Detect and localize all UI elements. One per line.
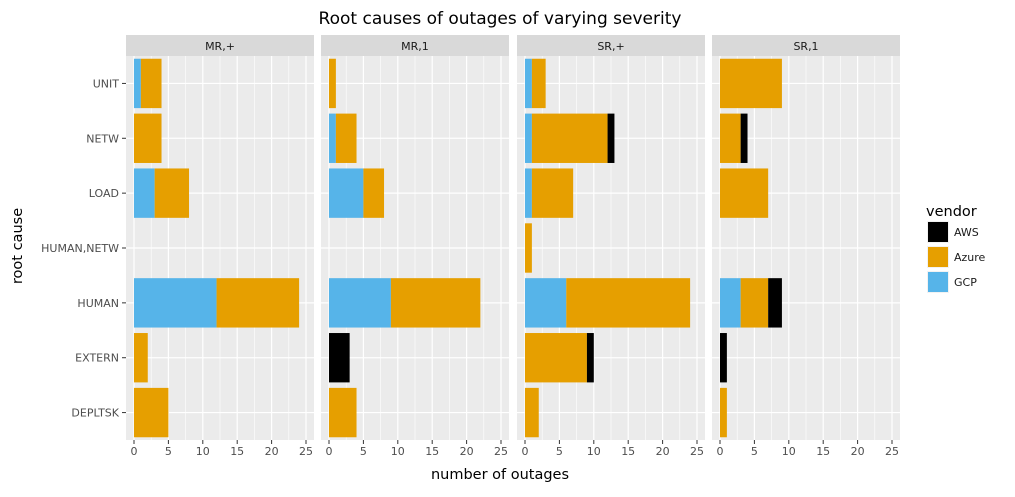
bar-sr-1-human-aws (768, 278, 782, 328)
x-tick-label: 10 (587, 445, 601, 458)
facet-panel-mr-1: MR,1 0 5 10 15 20 25 (321, 35, 509, 458)
y-tick-label-load: LOAD (89, 187, 119, 200)
x-tick-label: 15 (230, 445, 244, 458)
facets-layer: MR,+ 0 5 10 15 20 25 MR,1 0 5 10 15 20 25 SR,+ 0 5 10 15 20… (41, 35, 900, 458)
x-axis-label: number of outages (431, 467, 569, 483)
legend-title: vendor (926, 204, 977, 220)
bar-mr-load-gcp (134, 168, 155, 218)
x-tick-label: 15 (621, 445, 635, 458)
bar-mr-1-extern-aws (329, 333, 350, 383)
facet-strip-label: SR,+ (597, 40, 624, 53)
facet-panel-sr: SR,+ 0 5 10 15 20 25 (517, 35, 705, 458)
bar-mr-unit-gcp (134, 58, 141, 109)
legend-swatch-azure (928, 247, 948, 267)
bar-mr-load-azure (154, 168, 190, 218)
x-tick-label: 15 (816, 445, 830, 458)
y-tick-label-human: HUMAN (77, 297, 119, 310)
x-tick-label: 5 (751, 445, 758, 458)
bar-sr-depltsk-azure (525, 387, 539, 438)
bar-sr-unit-azure (531, 58, 546, 109)
x-tick-label: 10 (196, 445, 210, 458)
legend-label-aws: AWS (954, 226, 979, 239)
x-tick-label: 20 (851, 445, 865, 458)
x-tick-label: 0 (522, 445, 529, 458)
x-tick-label: 15 (425, 445, 439, 458)
bar-mr-1-human-azure (390, 278, 481, 328)
bar-mr-netw-azure (134, 113, 162, 163)
bar-sr-load-azure (531, 168, 574, 218)
facet-strip (517, 35, 705, 56)
facet-strip-label: MR,1 (401, 40, 429, 53)
bar-mr-1-netw-gcp (329, 113, 336, 163)
bar-sr-extern-azure (525, 333, 587, 383)
y-tick-label-unit: UNIT (93, 77, 120, 90)
bar-mr-human-gcp (134, 278, 217, 328)
x-tick-label: 20 (460, 445, 474, 458)
bar-mr-1-depltsk-azure (329, 387, 357, 438)
bar-sr-1-depltsk-azure (720, 387, 727, 438)
bar-mr-1-load-gcp (329, 168, 364, 218)
bar-sr-load-gcp (525, 168, 532, 218)
x-tick-label: 20 (656, 445, 670, 458)
bar-mr-human-azure (216, 278, 300, 328)
x-tick-label: 0 (326, 445, 333, 458)
facet-strip-label: SR,1 (793, 40, 818, 53)
facet-strip-label: MR,+ (205, 40, 235, 53)
x-tick-label: 25 (690, 445, 704, 458)
bar-mr-extern-azure (134, 333, 148, 383)
chart-title: Root causes of outages of varying severi… (319, 9, 682, 29)
facet-strip (126, 35, 314, 56)
legend-label-azure: Azure (954, 251, 986, 264)
x-tick-label: 25 (299, 445, 313, 458)
bar-sr-1-netw-azure (720, 113, 741, 163)
bar-sr-extern-aws (586, 333, 594, 383)
bar-sr-1-human-azure (740, 278, 769, 328)
x-tick-label: 25 (885, 445, 899, 458)
y-tick-label-netw: NETW (86, 132, 119, 145)
legend-label-gcp: GCP (954, 276, 977, 289)
y-axis-label: root cause (10, 208, 26, 284)
facet-strip (712, 35, 900, 56)
bar-sr-1-extern-aws (720, 333, 727, 383)
bar-sr-netw-azure (531, 113, 608, 163)
facet-panel-sr-1: SR,1 0 5 10 15 20 25 (712, 35, 900, 458)
x-tick-label: 10 (391, 445, 405, 458)
y-tick-label-extern: EXTERN (75, 352, 119, 365)
facet-strip (321, 35, 509, 56)
bar-mr-1-load-azure (363, 168, 385, 218)
y-tick-label-human-netw: HUMAN,NETW (41, 242, 119, 255)
x-tick-label: 10 (782, 445, 796, 458)
bar-sr-1-load-azure (720, 168, 769, 218)
x-tick-label: 0 (131, 445, 138, 458)
legend-swatch-aws (928, 222, 948, 242)
bar-sr-netw-aws (607, 113, 615, 163)
x-tick-label: 5 (360, 445, 367, 458)
x-tick-label: 25 (494, 445, 508, 458)
bar-mr-1-unit-azure (329, 58, 336, 109)
bar-sr-human-gcp (525, 278, 567, 328)
bar-sr-netw-gcp (525, 113, 532, 163)
x-tick-label: 5 (556, 445, 563, 458)
x-tick-label: 20 (265, 445, 279, 458)
bar-mr-1-netw-azure (335, 113, 357, 163)
x-tick-label: 5 (165, 445, 172, 458)
bar-sr-human-azure (566, 278, 691, 328)
legend: vendor AWS Azure GCP (926, 204, 986, 293)
bar-sr-human-netw-azure (525, 223, 532, 273)
bar-mr-unit-azure (140, 58, 162, 109)
x-tick-label: 0 (717, 445, 724, 458)
facet-panel-mr: MR,+ 0 5 10 15 20 25 (126, 35, 314, 458)
bar-sr-unit-gcp (525, 58, 532, 109)
legend-swatch-gcp (928, 272, 948, 292)
bar-sr-1-unit-azure (720, 58, 782, 109)
bar-mr-depltsk-azure (134, 387, 169, 438)
bar-mr-1-human-gcp (329, 278, 391, 328)
bar-sr-1-human-gcp (720, 278, 741, 328)
y-tick-label-depltsk: DEPLTSK (71, 407, 119, 420)
bar-sr-1-netw-aws (740, 113, 748, 163)
